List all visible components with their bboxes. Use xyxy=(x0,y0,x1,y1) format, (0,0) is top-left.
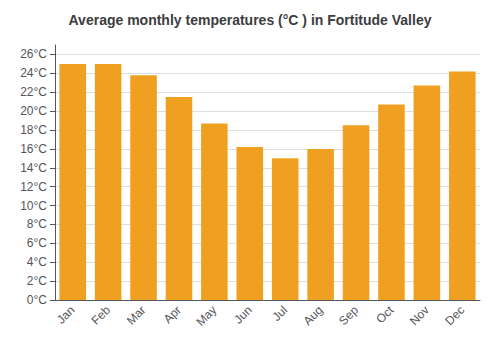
svg-text:2°C: 2°C xyxy=(27,274,47,288)
svg-text:May: May xyxy=(193,303,219,329)
svg-text:26°C: 26°C xyxy=(20,47,47,61)
svg-text:Nov: Nov xyxy=(407,303,432,328)
svg-text:Apr: Apr xyxy=(161,303,184,326)
svg-text:0°C: 0°C xyxy=(27,293,47,307)
svg-text:Jan: Jan xyxy=(54,303,78,327)
svg-text:10°C: 10°C xyxy=(20,199,47,213)
svg-text:Aug: Aug xyxy=(301,303,326,328)
svg-text:8°C: 8°C xyxy=(27,217,47,231)
svg-text:18°C: 18°C xyxy=(20,123,47,137)
svg-text:Feb: Feb xyxy=(89,303,114,328)
svg-text:Jun: Jun xyxy=(231,303,255,327)
svg-text:22°C: 22°C xyxy=(20,85,47,99)
svg-text:12°C: 12°C xyxy=(20,180,47,194)
svg-text:Mar: Mar xyxy=(124,303,149,327)
svg-text:16°C: 16°C xyxy=(20,142,47,156)
svg-text:Jul: Jul xyxy=(269,303,290,324)
svg-text:6°C: 6°C xyxy=(27,236,47,250)
svg-text:4°C: 4°C xyxy=(27,255,47,269)
svg-text:Dec: Dec xyxy=(442,303,467,328)
svg-text:Oct: Oct xyxy=(373,303,397,327)
svg-text:Average monthly temperatures (: Average monthly temperatures (°C ) in Fo… xyxy=(69,12,432,28)
svg-text:Sep: Sep xyxy=(336,303,361,328)
svg-text:20°C: 20°C xyxy=(20,104,47,118)
svg-text:14°C: 14°C xyxy=(20,161,47,175)
svg-text:24°C: 24°C xyxy=(20,66,47,80)
